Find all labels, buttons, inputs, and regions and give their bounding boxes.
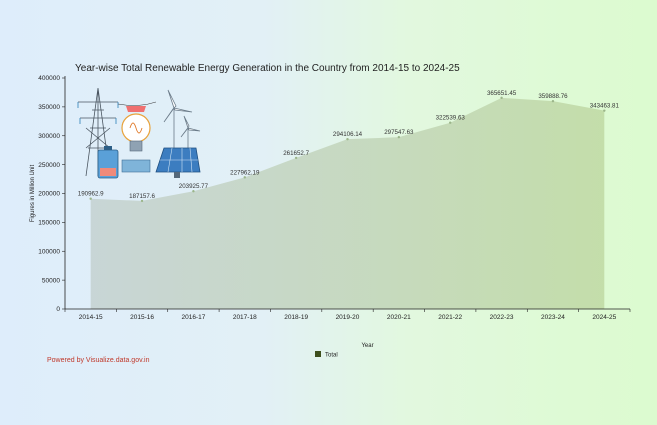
data-point[interactable]: [397, 135, 401, 139]
x-tick-label: 2015-16: [130, 314, 154, 321]
y-tick-label: 400000: [38, 75, 60, 82]
x-tick-label: 2024-25: [592, 314, 616, 321]
data-point[interactable]: [294, 156, 298, 160]
x-tick-label: 2022-23: [490, 314, 514, 321]
x-tick-label: 2021-22: [438, 314, 462, 321]
data-label: 203925.77: [179, 183, 209, 190]
y-axis-label: Figures in Million Unit: [30, 164, 36, 222]
x-tick-label: 2017-18: [233, 314, 257, 321]
y-tick-label: 350000: [38, 104, 60, 111]
data-point[interactable]: [89, 197, 92, 200]
data-point[interactable]: [243, 176, 246, 179]
data-label: 359888.76: [538, 93, 568, 100]
x-tick-label: 2023-24: [541, 314, 565, 321]
energy-illustration: [77, 87, 201, 179]
y-tick-label: 100000: [38, 248, 60, 255]
data-label: 294106.14: [333, 131, 363, 138]
data-point[interactable]: [551, 99, 555, 103]
data-label: 343463.81: [590, 103, 620, 110]
light-bulb-icon: [121, 106, 151, 173]
data-label: 297547.63: [384, 129, 414, 136]
x-tick-label: 2020-21: [387, 314, 411, 321]
y-tick-label: 0: [56, 306, 60, 313]
data-labels: 190962.9 187157.6 203925.77 227962.19 261652…: [78, 90, 620, 200]
legend-swatch-total: [315, 351, 321, 357]
x-axis-label: Year: [361, 343, 373, 349]
data-label: 322539.63: [436, 115, 466, 122]
data-label: 365651.45: [487, 90, 517, 97]
y-tick-label: 200000: [38, 191, 60, 198]
data-label: 190962.9: [78, 191, 104, 198]
data-point[interactable]: [603, 109, 606, 112]
data-point[interactable]: [192, 190, 195, 193]
area-fill-total[interactable]: [90, 97, 605, 309]
legend-label-total: Total: [325, 353, 338, 359]
y-tick-label: 50000: [42, 277, 60, 284]
x-tick-label: 2019-20: [336, 314, 360, 321]
data-point[interactable]: [346, 137, 349, 141]
transmission-tower-icon: [77, 87, 157, 177]
area-series-total: [89, 96, 606, 309]
legend[interactable]: Total: [315, 351, 338, 359]
axes: 0 50000 100000 150000 200000 250000 300000 3500…: [38, 75, 631, 321]
data-point[interactable]: [140, 199, 144, 203]
data-label: 261652.7: [283, 150, 309, 157]
chart-title: Year-wise Total Renewable Energy Generat…: [75, 63, 460, 74]
data-point[interactable]: [500, 96, 503, 100]
battery-icon: [97, 146, 119, 179]
x-tick-label: 2018-19: [284, 314, 308, 321]
data-label: 227962.19: [230, 169, 260, 176]
data-point[interactable]: [449, 121, 452, 124]
y-tick-label: 300000: [38, 133, 60, 140]
y-tick-label: 250000: [38, 162, 60, 169]
x-tick-label: 2014-15: [79, 314, 103, 321]
y-tick-label: 150000: [38, 220, 60, 227]
x-tick-label: 2016-17: [181, 314, 205, 321]
solar-panel-icon: [155, 147, 201, 178]
powered-by-link[interactable]: Powered by Visualize.data.gov.in: [47, 357, 150, 364]
data-label: 187157.6: [129, 193, 155, 200]
